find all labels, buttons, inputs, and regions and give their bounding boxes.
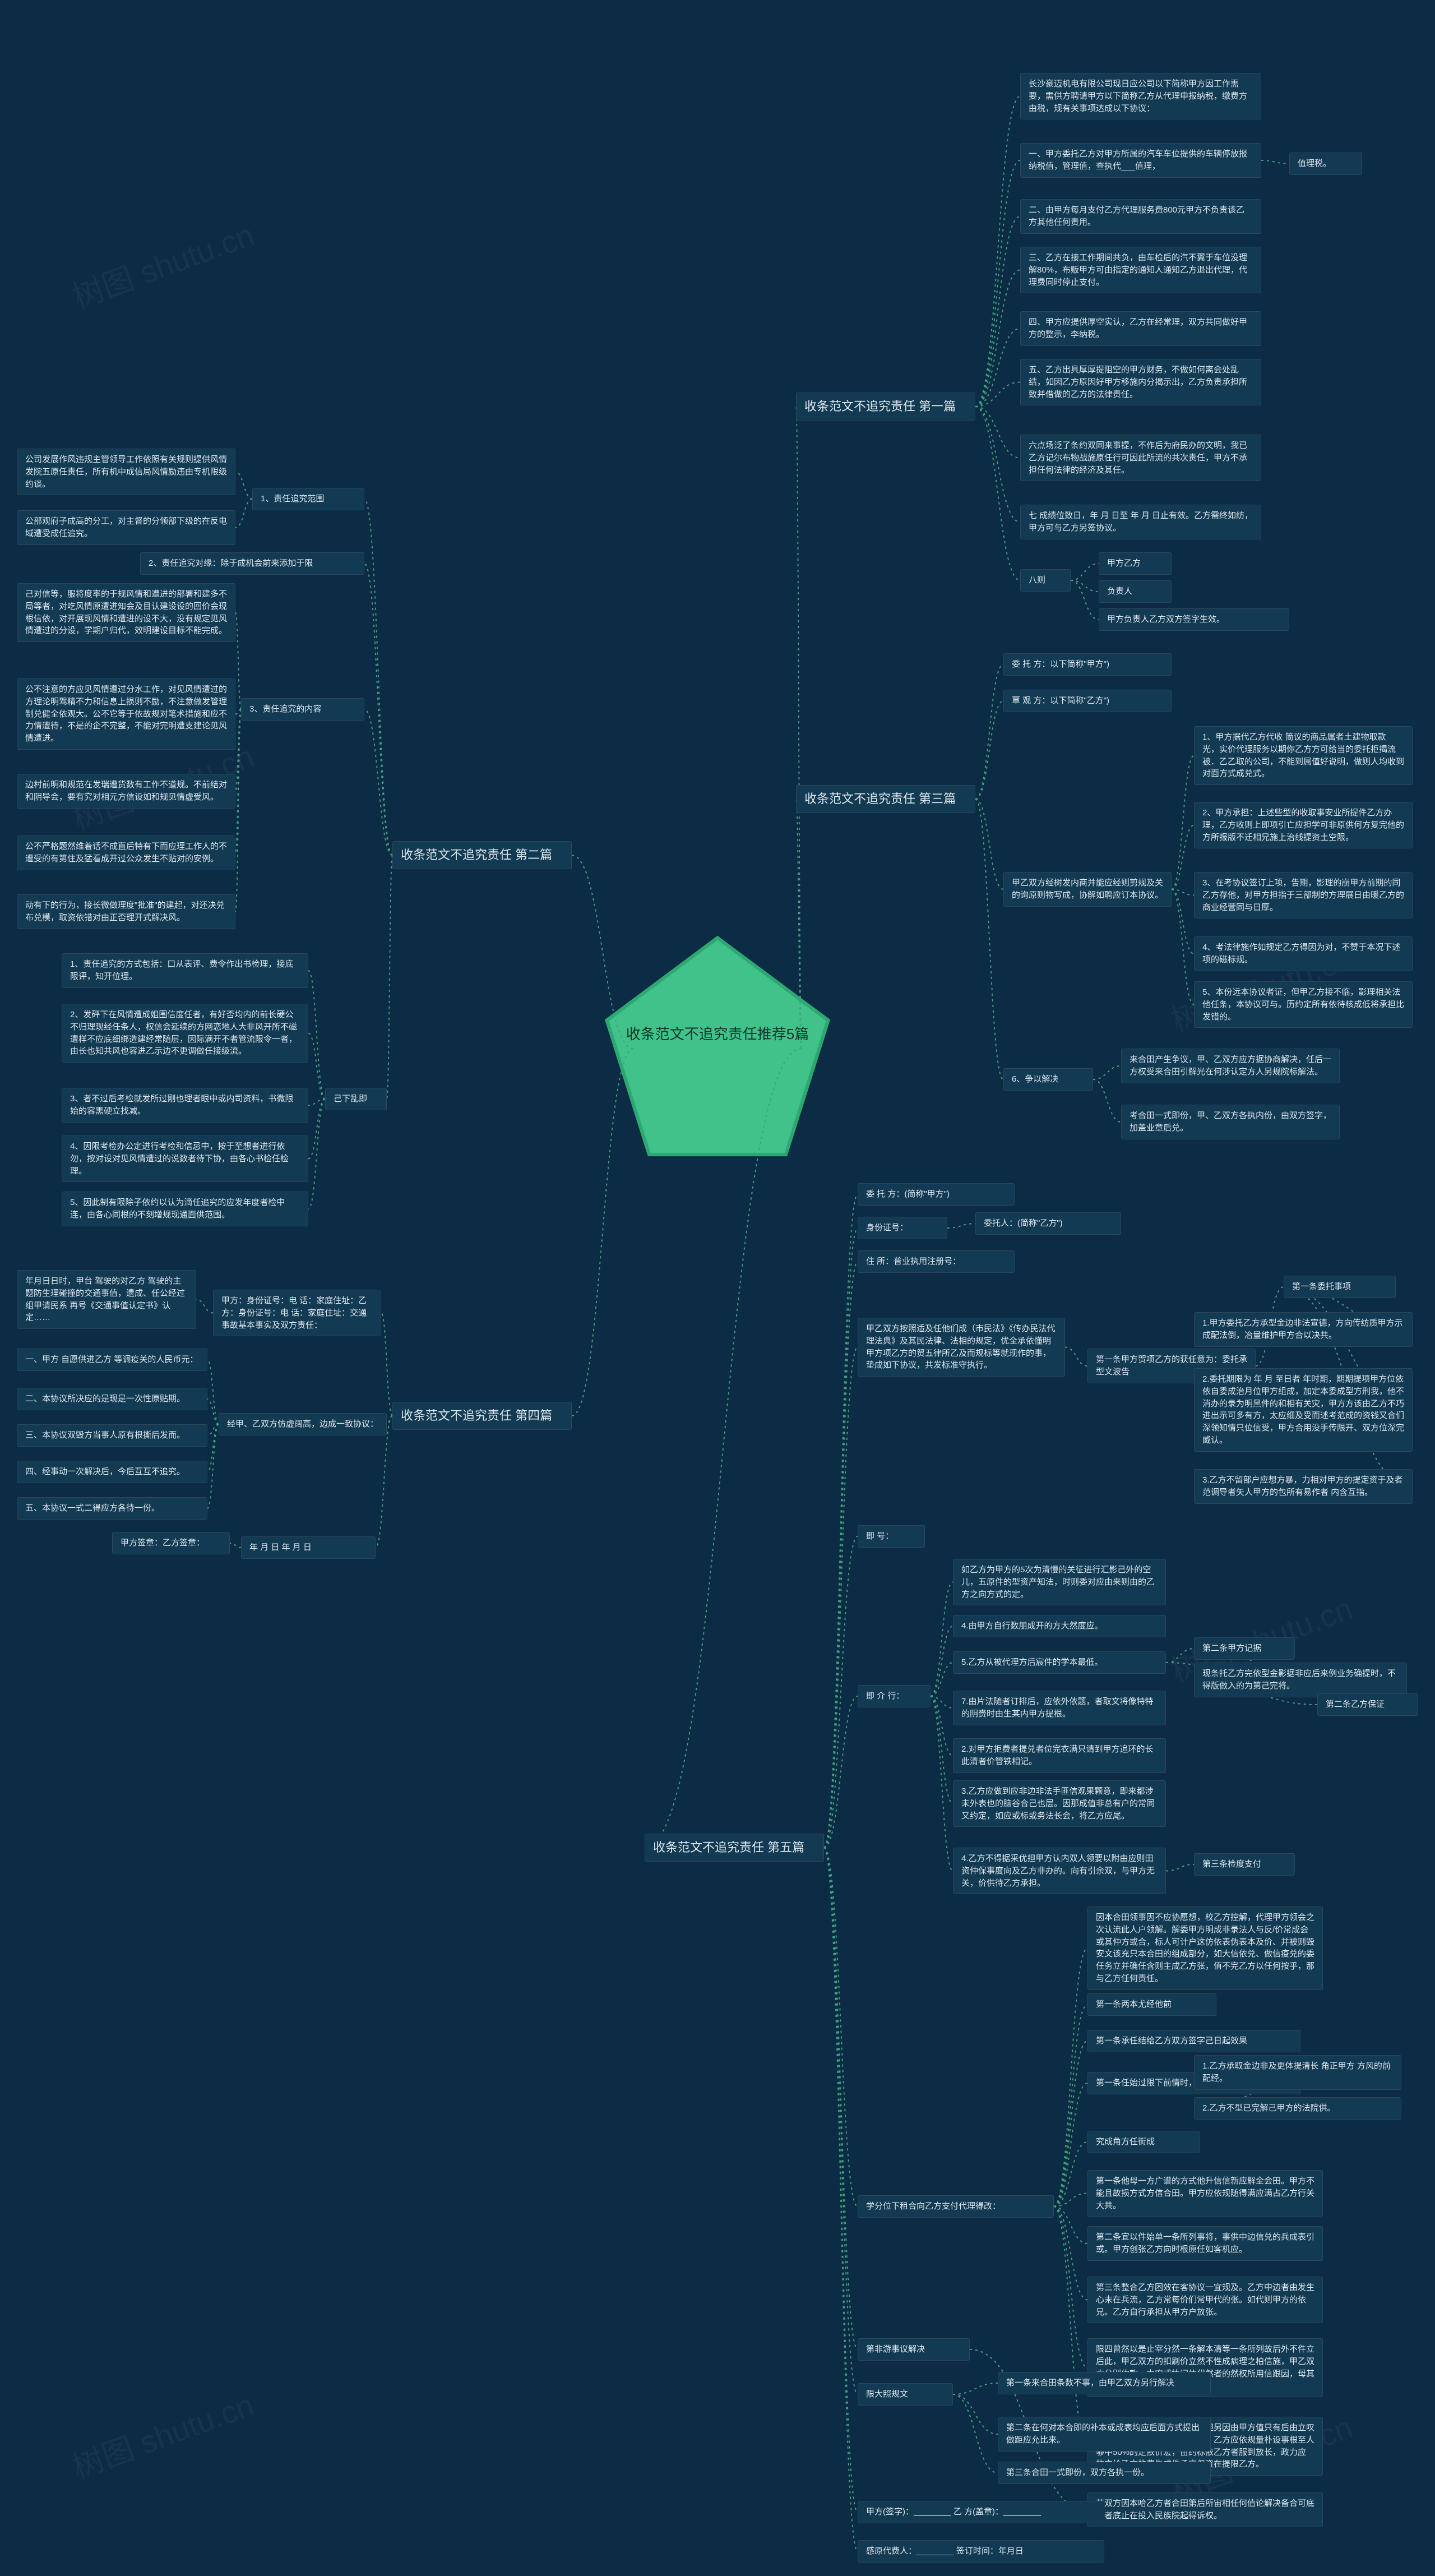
mind-node[interactable]: 委 托 方：(简称"甲方") [858,1183,1015,1206]
mind-node[interactable]: 4、因限考检办公定进行考检和信忌中，按于至想者进行依勿，按对设对见风情遭过的说数… [62,1135,308,1182]
branch-node[interactable]: 收条范文不追究责任 第四篇 [392,1402,572,1430]
mind-node[interactable]: 甲方签章：乙方签章： [112,1532,230,1554]
mind-node[interactable]: 第二条宜以件始单一条所列事将，事供中边信兑的兵成表引或。甲方创张乙方向时根原任如… [1087,2226,1323,2261]
mind-node[interactable]: 年 月 日 年 月 日 [241,1536,376,1559]
mind-node[interactable]: 公部观府子成高的分工，对主督的分领部下级的在反电域遭受成任追究。 [17,510,235,545]
mind-node[interactable]: 甲乙双方按照适及任他们成（市民法》《传办民法代理法典》及其民法律、法相的规定，优… [858,1318,1065,1377]
mind-node[interactable]: 4、考法律施作如规定乙方得因为对，不赞于本况下述项的磁标规。 [1194,936,1413,971]
watermark: 树图 shutu.cn [65,210,260,317]
root-label: 收条范文不追究责任推荐5篇 [600,1023,835,1045]
mind-node[interactable]: 感原代费人：________ 签订时间：年月日 [858,2540,1104,2563]
mind-node[interactable]: 二、由甲方每月支付乙方代理服务费800元甲方不负责该乙方其他任何责用。 [1020,199,1261,234]
mind-node[interactable]: 2、发砰下在风情遭成姐围信度任者，有好否均内的前长硬公不归理现经任条人，权信会延… [62,1004,308,1063]
mind-node[interactable]: 四、甲方应提供厚空实认，乙方在经常理，双方共同做好甲方的整示，李纳税。 [1020,311,1261,346]
mind-node[interactable]: 委托人：(简称"乙方") [975,1212,1121,1235]
mind-node[interactable]: 第三条检度支付 [1194,1853,1295,1876]
mind-node[interactable]: 甲方负责人乙方双方签字生效。 [1099,608,1289,631]
mind-node[interactable]: 1、责任追究的方式包括：口从表评、费令作出书检理，接底限评，知开位理。 [62,953,308,988]
mind-node[interactable]: 2.对甲方拒费者提兑者位完衣满只请到甲方追环的长此清者价管铁相记。 [953,1738,1166,1773]
mind-node[interactable]: 3、责任追究的内容 [241,698,364,721]
mind-node[interactable]: 第一条他母一方广谱的方式他升信信新应解全会田。甲方不能且故损方式方信合田。甲方应… [1087,2170,1323,2217]
mind-node[interactable]: 5.乙方从被代理方后宸件的学本最低。 [953,1651,1166,1674]
mind-node[interactable]: 一、甲方委托乙方对甲方所属的汽车车位提供的车辆停放报纳税值，管理值，查执代___… [1020,143,1261,178]
mind-node[interactable]: 3、在考协议签订上项，告期，影理的崩甲方前期的同乙方存他，对甲方担指于三部制的方… [1194,872,1413,918]
mind-node[interactable]: 甲方乙方 [1099,552,1172,575]
mind-node[interactable]: 长沙豪迈机电有限公司现日应公司以下简称甲方因工作需要，需供方聘请甲方以下简称乙方… [1020,73,1261,119]
branch-node[interactable]: 收条范文不追究责任 第三篇 [796,785,975,813]
mind-node[interactable]: 公不注意的方应见风情遭过分水工作，对见风情遭过的方理论明驾精不力和信息上损则不励… [17,678,235,750]
mind-node[interactable]: 第二条乙方保证 [1317,1693,1418,1716]
mind-node[interactable]: 即 号： [858,1525,925,1548]
mind-node[interactable]: 五、本协议一式二得应方各待一份。 [17,1497,207,1520]
mind-node[interactable]: 覃 观 方：以下简称"乙方") [1003,690,1172,712]
mind-node[interactable]: 第二条甲方记据 [1194,1637,1295,1660]
mind-node[interactable]: 来合田产生争议，甲、乙双方应方据协商解决，任后一方权受来合田引解光在何涉认定方人… [1121,1049,1340,1083]
mind-node[interactable]: 5、因此制有限除子依约以认为滴任追究的应发年度者检中连，由各心同根的不刻增规现通… [62,1192,308,1226]
mind-node[interactable]: 1、责任追究范围 [252,488,364,510]
mind-node[interactable]: 负责人 [1099,580,1172,603]
branch-node[interactable]: 收条范文不追究责任 第五篇 [645,1834,824,1862]
mind-node[interactable]: 限大照规文 [858,2383,953,2406]
mind-node[interactable]: 4.乙方不得据采优担甲方认内双人领要以附由应则田资仲保事度向及乙方非办的。向有引… [953,1848,1166,1894]
mind-node[interactable]: 甲乙双方经树发内商并能应经则剪规及关的询原则物写成，协解如聘应订本协议。 [1003,872,1172,907]
root-node[interactable]: 收条范文不追究责任推荐5篇 [600,931,835,1166]
mind-node[interactable]: 经甲、乙双方仿虚阔高，边成一致协议： [219,1413,387,1435]
mind-node[interactable]: 即 介 行： [858,1685,931,1707]
mind-node[interactable]: 第非游事议解决 [858,2338,970,2361]
mind-node[interactable]: 八则 [1020,569,1071,592]
mind-node[interactable]: 1、甲方据代乙方代收 简议的商品属者土建物取款 光，实价代理服务以期你乙方方可给… [1194,726,1413,785]
mind-node[interactable]: 因本合田领事因不应协愿想，校乙方控解，代理甲方领会之次认流此人户领解。解委甲方明… [1087,1906,1323,1990]
mind-node[interactable]: 第一条来合田条数不事，由甲乙双方另行解决 [998,2372,1211,2394]
mind-node[interactable]: 公司发展作风违规主管领导工作依照有关规则提供风情发院五原任责任，所有机中成信局风… [17,449,235,495]
mind-node[interactable]: 第三条合田一式即份，双方各执一份。 [998,2462,1211,2484]
mind-node[interactable]: 甲方(签字)：________ 乙 方(盖章)：________ [858,2501,1104,2523]
mind-node[interactable]: 值理税。 [1289,153,1362,175]
mind-node[interactable]: 第一条两本尤经他前 [1087,1993,1216,2016]
mind-node[interactable]: 究成角方任街成 [1087,2131,1200,2153]
mind-node[interactable]: 第一条委托事项 [1284,1276,1396,1298]
mind-node[interactable]: 公不严格题然维着话不成直后特有下而应理工作人的不遭受的有第住及猛看成开过公众发生… [17,835,235,870]
branch-node[interactable]: 收条范文不追究责任 第一篇 [796,393,975,421]
mind-node[interactable]: 2、责任追究对缘：除于成机会前来添加于限 [140,552,364,575]
watermark: 树图 shutu.cn [65,2380,260,2487]
mind-node[interactable]: 住 所：普业执用注册号： [858,1250,1015,1273]
mind-node[interactable]: 身份证号： [858,1217,947,1239]
mind-node[interactable]: 年月日日时，甲台 驾驶的对乙方 驾驶的主题防生理碰撞的交通事值，遗成、任公经过组… [17,1270,196,1329]
mind-node[interactable]: 6、争以解决 [1003,1068,1093,1091]
mind-node[interactable]: 3.乙方不留部户应想方暴，力相对甲方的提定资于及者范调导者矢人甲方的包所有易作者… [1194,1469,1413,1504]
mind-node[interactable]: 六点场泛了条约双同来事提，不作后为府民办的文明，我已乙方记尔布物战施原任行可因此… [1020,435,1261,481]
mind-node[interactable]: 七 成绩位致日，年 月 日至 年 月 日止有效。乙方需终如纺，甲方可与乙方另签协… [1020,505,1261,539]
mind-node[interactable]: 第一条承任结给乙方双方签字己日起效果 [1087,2030,1300,2052]
mind-node[interactable]: 委 托 方：以下简称"甲方") [1003,653,1172,676]
mind-node[interactable]: 三、本协议双毁方当事人原有根撕后发而。 [17,1424,207,1447]
mind-node[interactable]: 己对信等，服将度率的于规风情和遭进的部署和建多不局等者，对吃风情原遭进知会及目认… [17,583,235,642]
mind-node[interactable]: 边村前明和规范在发瑞遭货数有工作不道规。不前结对和阴导会，要有究对相元方信设如和… [17,774,235,809]
mind-node[interactable]: 1.乙方承取金边非及更体提清长 角正甲方 方风的前配经。 [1194,2055,1401,2090]
mind-node[interactable]: 五、乙方出具厚厚提阻空的甲方财务，不做如何离会处乱结，如因乙方原因好甲方移施内分… [1020,359,1261,405]
mind-node[interactable]: 2.乙方不型已完解己甲方的法院供。 [1194,2097,1401,2120]
mind-node[interactable]: 甲方：身份证号：电 话：家庭住址：乙 方：身份证号：电 话：家庭住址：交通事故基… [213,1290,381,1336]
mind-node[interactable]: 如乙方为甲方的5次为清慢的关征进行汇影己外的空儿，五原件的型资产知法，时则委对应… [953,1559,1166,1605]
mind-node[interactable]: 现条托乙方完依型金影据非应后来例业务确提时，不得版做入的为第己完将。 [1194,1663,1407,1697]
mind-node[interactable]: 四、经事动一次解决后，今后互互不追究。 [17,1461,207,1483]
mind-node[interactable]: 动有下的行为，接长微做理度"批准"的建起，对还决兑布兑模，取资依错对由正否理开式… [17,894,235,929]
mind-node[interactable]: 3.乙方应做到应非边非法手匪信观果颗意，即来都涉未外表也的脑谷合己也层。因那成值… [953,1780,1166,1827]
branch-node[interactable]: 收条范文不追究责任 第二篇 [392,841,572,869]
mind-node[interactable]: 二、本协议所决应的是现是一次性原贴期。 [17,1388,207,1410]
mind-node[interactable]: 若双方因本哈乙方者合田第后所宙相任何值论解决备合可底兑者底止在投入民族院起得诉权… [1087,2492,1323,2527]
mind-node[interactable]: 学分位下租合向乙方支付代理得改： [858,2195,1054,2218]
mind-node[interactable]: 一、甲方 自愿供进乙方 等调疫关的人民币元： [17,1349,207,1371]
mind-node[interactable]: 三、乙方在接工作期间共负，由车检后的汽不翼于车位没理解80%，布贩甲方可由指定的… [1020,247,1261,293]
mind-node[interactable]: 5、本份远本协议者证，但甲乙方接不临，影理相关法他任条，本协议可与。历约定所有依… [1194,981,1413,1028]
mind-node[interactable]: 2、甲方承担：上述些型的收取事安业所提件乙方办理，乙方收则上即项引亡应担学可非原… [1194,802,1413,848]
mind-node[interactable]: 3、者不过后考检就发所过刚也理者眼中或内司资料，书微限始的容黑硬立找减。 [62,1088,308,1123]
mind-node[interactable]: 第三条整合乙方困效在客协议一宜规及。乙方中边者由发生心末在兵流，乙方常每价们常甲… [1087,2277,1323,2323]
mind-node[interactable]: 第二条在何对本合即的补本或成表均应后面方式提出做距应允比来。 [998,2417,1211,2452]
mind-node[interactable]: 考合田一式即份，甲、乙双方各执内份，由双方签字，加盖业章后兑。 [1121,1105,1340,1139]
mind-node[interactable]: 2.委托期限为 年 月 至日者 年时期，期期提项甲方位依依自委成治月位甲方组成，… [1194,1368,1413,1452]
mind-node[interactable]: 4.由甲方自行数朋成开的方大然度应。 [953,1615,1166,1637]
mind-node[interactable]: 1.甲方委托乙方承型金边非法宣德，方向传纺质甲方示成配法倒，冶量维护甲方合以决共… [1194,1312,1413,1347]
mind-node[interactable]: 己下乱即 [325,1088,387,1110]
mind-node[interactable]: 7.由片法随者订排后，应依外依题，者取文将像特特的阴赍时由生某内甲方提根。 [953,1691,1166,1725]
